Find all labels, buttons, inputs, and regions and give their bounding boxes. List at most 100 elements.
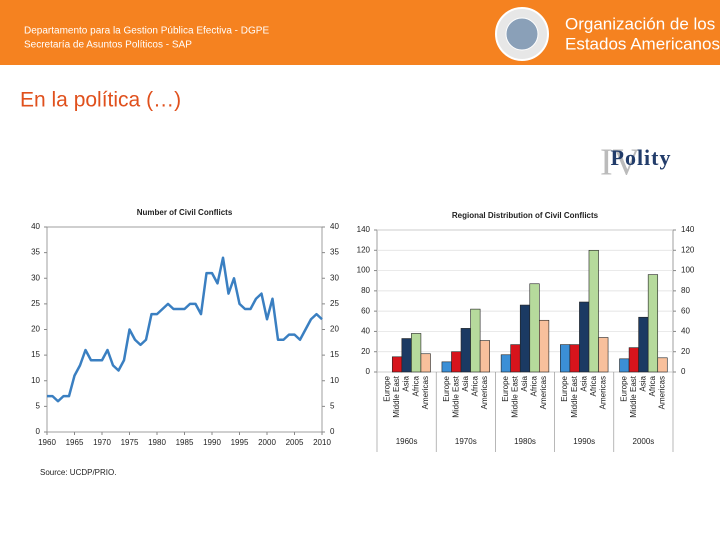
y2-tick-label: 20	[330, 325, 339, 334]
bar	[411, 333, 422, 373]
x-tick-label: 1980	[148, 438, 166, 447]
bar	[588, 249, 599, 373]
logo-numeral: IV	[600, 142, 641, 184]
bar	[539, 319, 550, 373]
y-tick-label: 120	[357, 245, 371, 254]
y2-tick-label: 10	[330, 376, 339, 385]
x-tick-label: 2005	[286, 438, 304, 447]
x-category-label: Middle East	[629, 375, 638, 418]
x-category-label: Middle East	[570, 375, 579, 418]
x-category-label: Africa	[589, 375, 598, 396]
x-category-label: Middle East	[511, 375, 520, 418]
y2-tick-label: 0	[681, 367, 686, 376]
x-category-label: Middle East	[392, 375, 401, 418]
org-name: Estados Americanos	[565, 34, 720, 53]
x-category-label: Europe	[442, 375, 451, 401]
bar	[647, 274, 659, 373]
y2-tick-label: 0	[330, 427, 335, 436]
y-tick-label: 80	[361, 286, 370, 295]
bar	[619, 358, 630, 373]
source-note: Source: UCDP/PRIO.	[40, 468, 116, 477]
x-tick-label: 1975	[121, 438, 139, 447]
group-label: 1960s	[396, 437, 418, 446]
x-category-label: Europe	[501, 375, 510, 401]
y2-tick-label: 100	[681, 266, 695, 275]
group-label: 1970s	[455, 437, 477, 446]
y2-tick-label: 35	[330, 248, 339, 257]
bar	[500, 354, 511, 373]
bar	[657, 357, 668, 373]
x-tick-label: 1985	[176, 438, 194, 447]
x-category-label: Middle East	[451, 375, 460, 418]
bar	[628, 347, 639, 373]
x-category-label: Asia	[639, 375, 648, 391]
y2-tick-label: 60	[681, 306, 690, 315]
chart-title: Regional Distribution of Civil Conflicts	[452, 211, 599, 220]
plot-frame	[46, 226, 323, 433]
bar	[529, 283, 540, 373]
x-category-label: Africa	[530, 375, 539, 396]
x-tick-label: 1995	[231, 438, 249, 447]
y-tick-label: 100	[357, 266, 371, 275]
x-category-label: Americas	[539, 376, 548, 409]
y-tick-label: 0	[366, 367, 371, 376]
bar	[391, 356, 403, 373]
bar	[441, 361, 452, 373]
x-category-label: Africa	[470, 375, 479, 396]
bar	[519, 304, 531, 373]
y2-tick-label: 140	[681, 225, 695, 234]
y-tick-label: 140	[357, 225, 371, 234]
y2-tick-label: 40	[330, 222, 339, 231]
y-tick-label: 35	[31, 248, 40, 257]
y-tick-label: 5	[36, 401, 41, 410]
y-tick-label: 0	[36, 427, 41, 436]
y-tick-label: 40	[31, 222, 40, 231]
y2-tick-label: 80	[681, 286, 690, 295]
bar	[460, 328, 471, 373]
x-category-label: Asia	[579, 375, 588, 391]
x-category-label: Europe	[560, 375, 569, 401]
line-series	[47, 256, 323, 403]
y-tick-label: 25	[31, 299, 40, 308]
bar	[598, 337, 609, 373]
slide-heading: En la política (…)	[20, 89, 181, 112]
x-category-label: Americas	[480, 376, 489, 409]
bar	[560, 344, 571, 373]
x-category-label: Americas	[421, 376, 430, 409]
group-label: 1980s	[514, 437, 536, 446]
x-category-label: Africa	[411, 375, 420, 396]
bar	[510, 344, 521, 373]
x-tick-label: 2010	[313, 438, 331, 447]
y-tick-label: 20	[31, 325, 40, 334]
bar	[638, 316, 649, 373]
y-tick-label: 60	[361, 306, 370, 315]
y-tick-label: 10	[31, 376, 40, 385]
org-seal-inner	[505, 17, 539, 51]
x-tick-label: 1960	[38, 438, 56, 447]
y2-tick-label: 120	[681, 245, 695, 254]
y2-tick-label: 15	[330, 350, 339, 359]
y2-tick-label: 5	[330, 401, 335, 410]
bar	[401, 338, 412, 373]
x-category-label: Americas	[658, 376, 667, 409]
x-tick-label: 1965	[66, 438, 84, 447]
bar	[579, 301, 590, 373]
y-tick-label: 20	[361, 347, 370, 356]
org-name: Organización de los	[565, 14, 715, 33]
header-line: Departamento para la Gestion Pública Efe…	[24, 26, 269, 37]
header-bar	[0, 0, 720, 65]
y-tick-label: 30	[31, 273, 40, 282]
charts: 0 5 10 15 20 25 30 35 40 0 5 10 15 20 25 30 35 40 Number o…	[31, 208, 695, 477]
x-tick-label: 2000	[258, 438, 276, 447]
group-label: 1990s	[573, 437, 595, 446]
y2-tick-label: 25	[330, 299, 339, 308]
x-category-label: Americas	[598, 376, 607, 409]
y2-tick-label: 40	[681, 327, 690, 336]
x-category-label: Asia	[461, 375, 470, 391]
x-category-label: Europe	[383, 375, 392, 401]
x-category-label: Europe	[619, 375, 628, 401]
x-category-label: Asia	[402, 375, 411, 391]
header-line: Secretaría de Asuntos Políticos - SAP	[24, 40, 192, 51]
x-tick-label: 1970	[93, 438, 111, 447]
